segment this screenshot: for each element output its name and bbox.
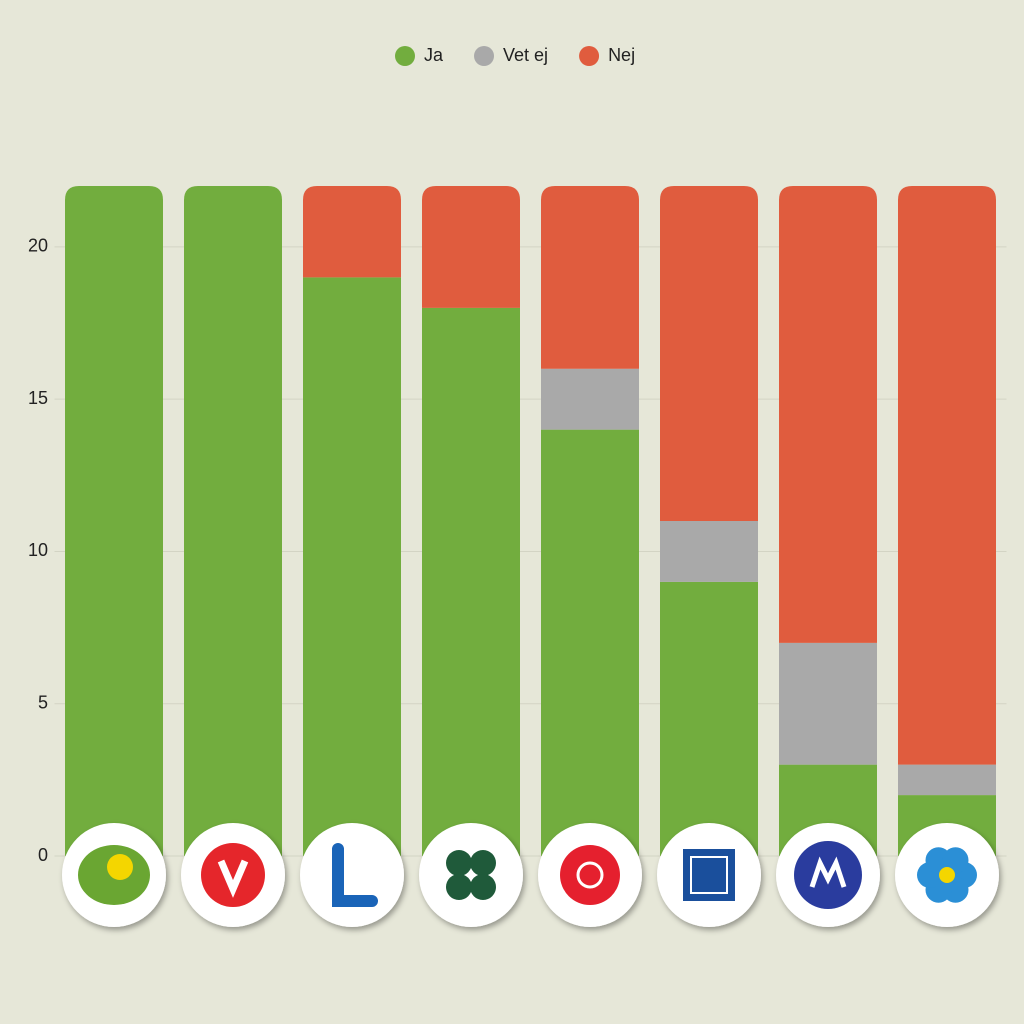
bar-segment [303,186,401,278]
logo-shape [942,847,969,874]
bar-segment [184,186,282,856]
legend-label: Nej [608,45,635,65]
bar-segment [898,186,996,765]
legend-marker [395,46,415,66]
logo-shape [809,856,847,888]
bar-segment [65,186,163,856]
bar-segment [422,307,520,856]
logo-shape [560,845,620,905]
logo-shape [446,874,472,900]
legend-marker [474,46,495,66]
legend-marker [579,46,600,66]
logo-shape [576,861,604,889]
y-tick-label: 10 [28,540,48,560]
logo-shape [470,850,496,876]
bar-segment [303,277,401,856]
logo-shape [446,850,472,876]
bar-segment [779,186,877,643]
party-logo [300,823,404,927]
party-logo [419,823,523,927]
logo-shape [201,843,265,907]
bar-segment [541,429,639,856]
y-tick-label: 15 [28,388,48,408]
bar-segment [660,581,758,856]
bar-segment [422,186,520,308]
logo-shape [217,859,249,898]
legend-label: Ja [424,45,444,65]
logo-shape [107,854,133,880]
logo-shape [690,856,728,894]
bar-segment [541,368,639,430]
bar-segment [660,521,758,582]
bar-segment [541,186,639,369]
legend-label: Vet ej [503,45,548,65]
logo-shape [939,867,955,883]
bar-segment [898,764,996,796]
bar-segment [660,186,758,521]
logo-shape [470,874,496,900]
bar-segment [779,642,877,765]
y-tick-label: 0 [38,845,48,865]
y-tick-label: 20 [28,236,48,256]
y-tick-label: 5 [38,692,48,712]
logo-shape [332,843,378,907]
